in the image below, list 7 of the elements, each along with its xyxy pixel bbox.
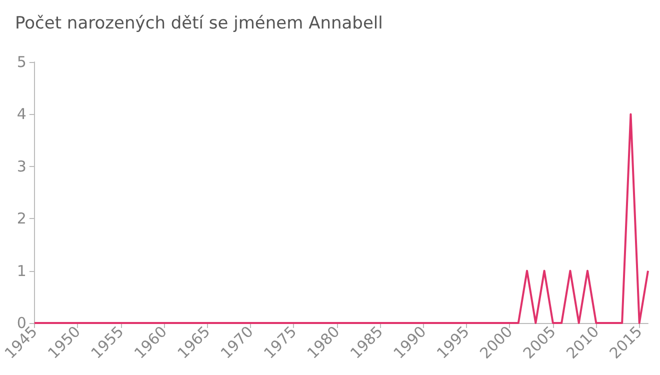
y-tick-label: 4	[16, 105, 26, 124]
y-tick-label: 3	[16, 157, 26, 176]
y-tick-label: 2	[16, 210, 26, 228]
chart-title: Počet narozených dětí se jménem Annabell	[15, 14, 383, 34]
y-tick-label: 0	[16, 314, 26, 332]
y-tick-label: 1	[16, 262, 26, 280]
y-tick-label: 5	[16, 53, 26, 71]
